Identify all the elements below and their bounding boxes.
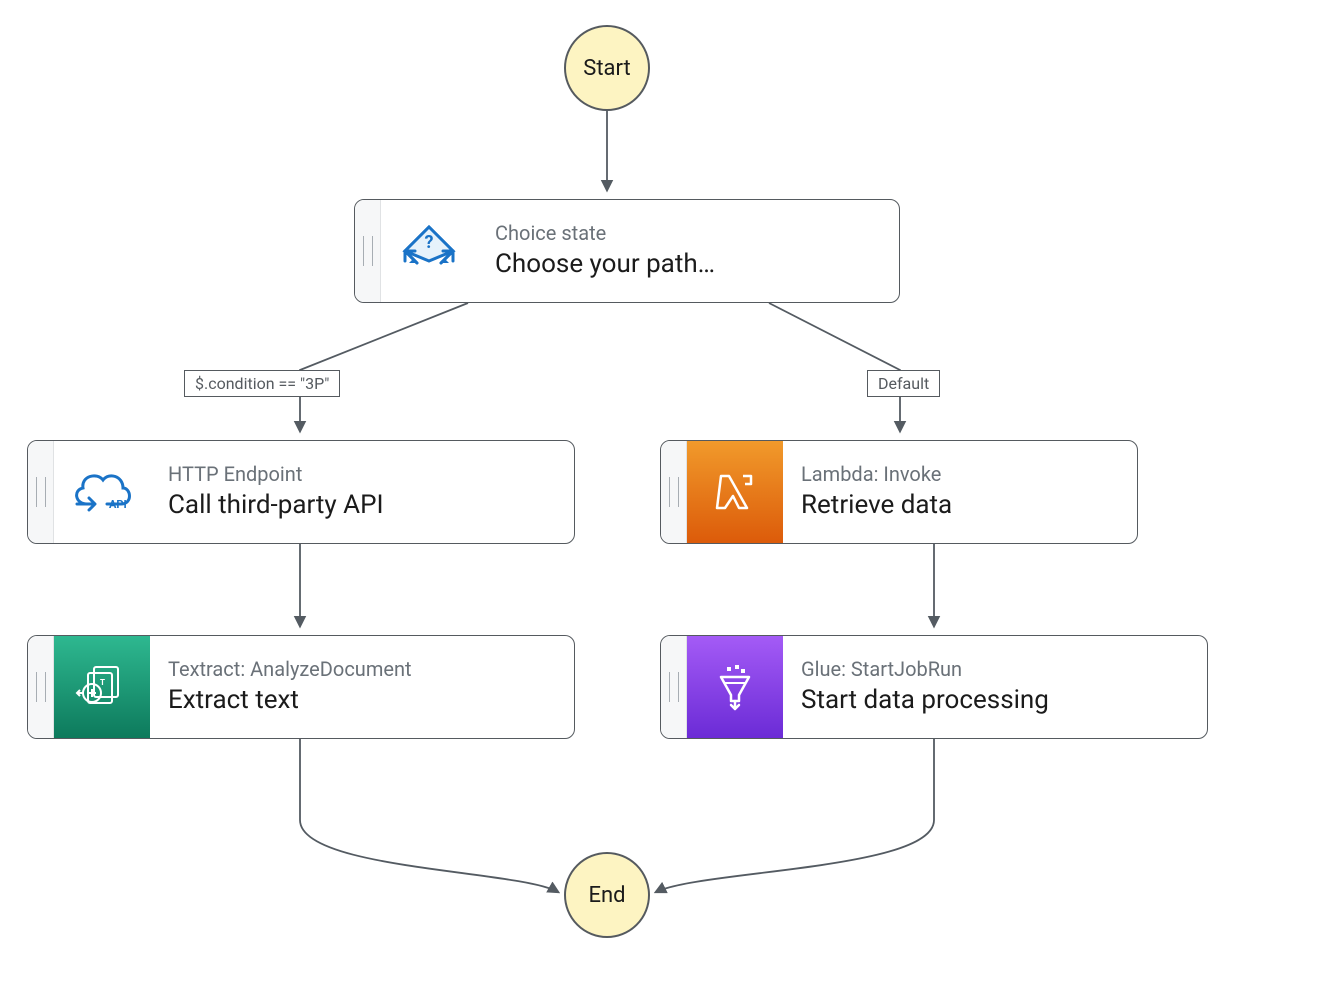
- textract-node[interactable]: T Textract: AnalyzeDocument Extract text: [27, 635, 575, 739]
- condition-label-3p: $.condition == "3P": [184, 370, 340, 397]
- choice-subtitle: Choice state: [495, 221, 881, 245]
- drag-handle[interactable]: [355, 200, 381, 302]
- svg-text:?: ?: [425, 232, 434, 253]
- lambda-title: Retrieve data: [801, 490, 1119, 520]
- end-node[interactable]: End: [564, 852, 650, 938]
- glue-node[interactable]: Glue: StartJobRun Start data processing: [660, 635, 1208, 739]
- http-title: Call third-party API: [168, 490, 556, 520]
- api-cloud-icon: API: [54, 441, 150, 543]
- start-label: Start: [583, 56, 630, 81]
- svg-text:API: API: [109, 498, 127, 511]
- textract-subtitle: Textract: AnalyzeDocument: [168, 657, 556, 681]
- http-subtitle: HTTP Endpoint: [168, 462, 556, 486]
- condition-label-default: Default: [867, 370, 940, 397]
- drag-handle[interactable]: [661, 441, 687, 543]
- drag-handle[interactable]: [28, 636, 54, 738]
- choice-title: Choose your path…: [495, 249, 881, 279]
- drag-handle[interactable]: [661, 636, 687, 738]
- start-node[interactable]: Start: [564, 25, 650, 111]
- glue-subtitle: Glue: StartJobRun: [801, 657, 1189, 681]
- glue-icon: [687, 636, 783, 738]
- svg-text:T: T: [100, 678, 105, 687]
- end-label: End: [588, 883, 625, 908]
- lambda-node[interactable]: Lambda: Invoke Retrieve data: [660, 440, 1138, 544]
- choice-icon: ?: [381, 200, 477, 302]
- http-endpoint-node[interactable]: API HTTP Endpoint Call third-party API: [27, 440, 575, 544]
- glue-title: Start data processing: [801, 685, 1189, 715]
- choice-state-node[interactable]: ? Choice state Choose your path…: [354, 199, 900, 303]
- workflow-canvas: { "diagram": { "type": "flowchart", "bac…: [0, 0, 1332, 1000]
- textract-icon: T: [54, 636, 150, 738]
- drag-handle[interactable]: [28, 441, 54, 543]
- textract-title: Extract text: [168, 685, 556, 715]
- lambda-icon: [687, 441, 783, 543]
- lambda-subtitle: Lambda: Invoke: [801, 462, 1119, 486]
